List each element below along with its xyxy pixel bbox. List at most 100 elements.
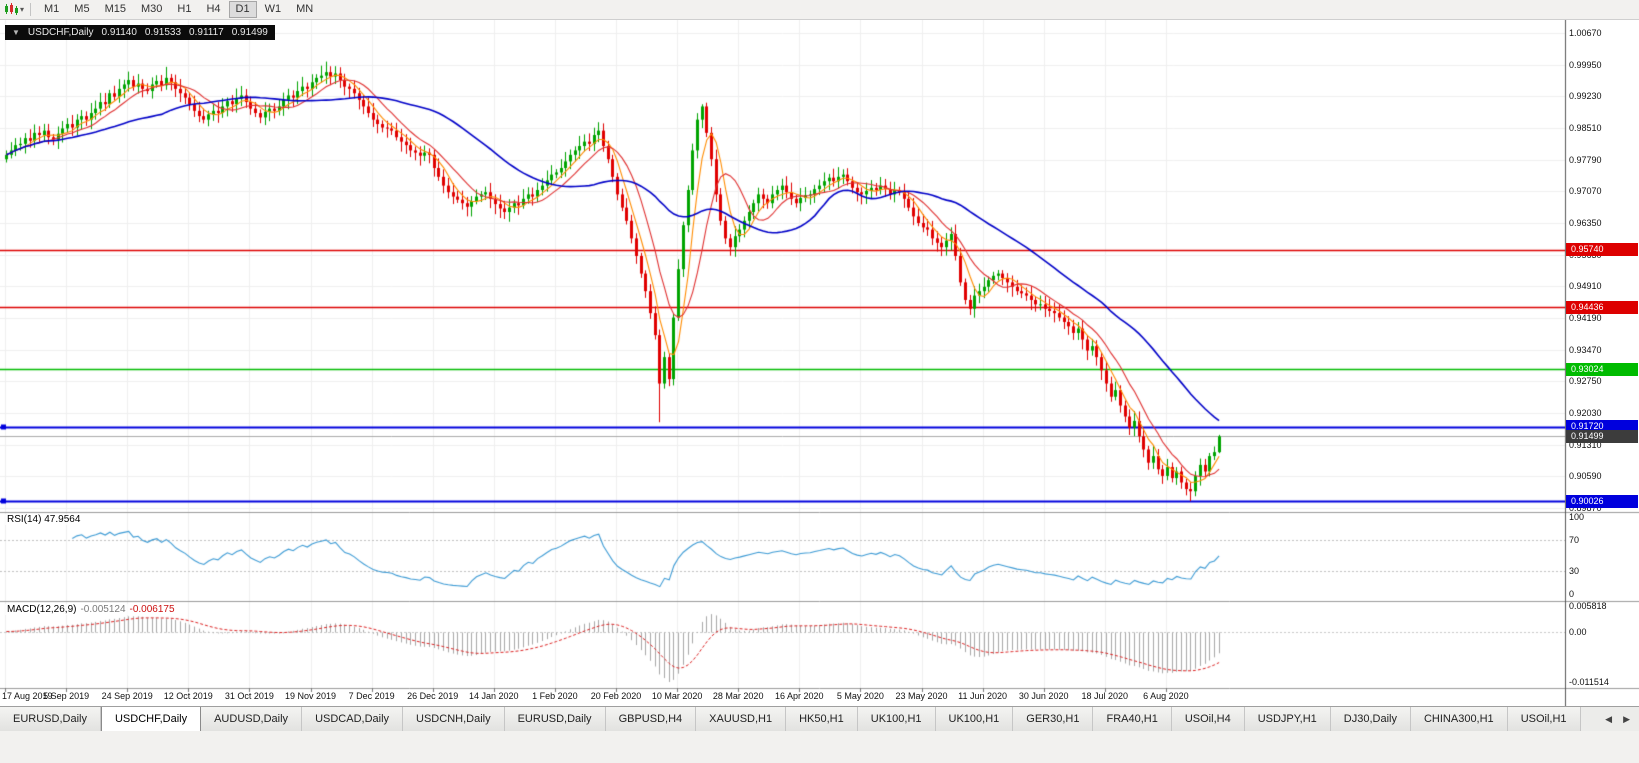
macd-pane-label: MACD(12,26,9) -0.005124 -0.006175 <box>5 604 177 615</box>
macd-title: MACD(12,26,9) <box>7 604 77 615</box>
timeframe-button-D1[interactable]: D1 <box>228 1 257 18</box>
rsi-pane-label: RSI(14) 47.9564 <box>5 514 83 525</box>
price-axis-label: 0.94910 <box>1569 281 1602 292</box>
chart-tab[interactable]: XAUUSD,H1 <box>696 707 787 731</box>
price-level-badge[interactable]: 0.95740 <box>1566 243 1638 257</box>
chart-tab[interactable]: AUDUSD,Daily <box>201 707 303 731</box>
price-axis-label: 0.98510 <box>1569 123 1602 133</box>
timeframe-button-M1[interactable]: M1 <box>44 3 60 15</box>
date-axis-label: 30 Jun 2020 <box>1018 691 1069 701</box>
price-axis-label: 0.92030 <box>1569 408 1602 418</box>
timeframe-button-H1[interactable]: H1 <box>177 3 192 15</box>
date-axis-label: 28 Mar 2020 <box>712 691 764 701</box>
rsi-axis-label: 0 <box>1569 589 1575 599</box>
macd-axis-label: 0.00 <box>1569 626 1587 637</box>
low-value: 0.91117 <box>189 27 224 38</box>
timeframe-toolbar: M1 M5 M15 M30 H1 H4 D1 W1 MN <box>37 1 320 18</box>
chart-tab[interactable]: USDCAD,Daily <box>302 707 404 731</box>
price-level-badge[interactable]: 0.93024 <box>1566 362 1638 376</box>
price-axis-label: 0.92750 <box>1569 376 1602 387</box>
chart-tab[interactable]: UK100,H1 <box>935 707 1014 731</box>
toolbar-separator <box>30 3 32 16</box>
date-axis-label: 5 Sep 2019 <box>43 691 90 701</box>
price-axis-label: 0.93470 <box>1569 344 1602 355</box>
date-axis-label: 7 Dec 2019 <box>348 691 395 701</box>
price-level-badge[interactable]: 0.90026 <box>1566 494 1638 508</box>
chart-tabs: EURUSD,Daily USDCHF,Daily AUDUSD,Daily USDC… <box>0 707 1596 731</box>
date-axis-label: 11 Jun 2020 <box>958 691 1008 701</box>
price-axis-label: 0.99950 <box>1569 59 1602 70</box>
rsi-axis-label: 100 <box>1569 512 1585 522</box>
timeframe-button-M15[interactable]: M15 <box>104 3 126 15</box>
date-axis-label: 12 Oct 2019 <box>163 691 213 701</box>
tab-scroll-left-button[interactable]: ◀ <box>1605 713 1613 724</box>
macd-axis-label: 0.005818 <box>1569 601 1607 611</box>
chart-type-dropdown-icon[interactable]: ▾ <box>20 5 25 14</box>
timeframe-button-M30[interactable]: M30 <box>140 3 163 15</box>
chart-tab[interactable]: DJ30,Daily <box>1330 707 1411 731</box>
timeframe-button-M5[interactable]: M5 <box>74 3 90 15</box>
date-axis-label: 20 Feb 2020 <box>590 691 642 701</box>
chart-area: ▼ USDCHF,Daily 0.91140 0.91533 0.91117 0… <box>0 20 1639 706</box>
timeframe-button-MN[interactable]: MN <box>296 3 314 15</box>
timeframe-button-W1[interactable]: W1 <box>264 3 282 15</box>
chart-tab[interactable]: USDCHF,Daily <box>100 707 202 731</box>
symbol-label: USDCHF,Daily <box>27 27 94 38</box>
chart-tab[interactable]: EURUSD,Daily <box>0 707 101 731</box>
date-axis-label: 24 Sep 2019 <box>101 691 153 701</box>
tab-scroll-right-button[interactable]: ▶ <box>1623 713 1630 724</box>
price-axis-label: 0.96350 <box>1569 218 1602 228</box>
top-toolbar: ▾ M1 M5 M15 M30 H1 H4 D1 W1 MN <box>0 0 1639 20</box>
date-axis-label: 6 Aug 2020 <box>1143 691 1189 701</box>
rsi-axis-label: 30 <box>1569 565 1580 576</box>
date-axis-label: 17 Aug 2019 <box>2 691 53 701</box>
date-axis-label: 19 Nov 2019 <box>284 691 337 701</box>
chart-tab[interactable]: CHINA300,H1 <box>1410 707 1508 731</box>
collapse-chart-icon[interactable]: ▼ <box>12 28 20 37</box>
date-axis-label: 14 Jan 2020 <box>469 691 519 701</box>
chart-tab[interactable]: GBPUSD,H4 <box>605 707 697 731</box>
price-axis-label: 0.99230 <box>1569 91 1602 102</box>
chart-tab[interactable]: USDJPY,H1 <box>1244 707 1331 731</box>
high-value: 0.91533 <box>144 27 182 38</box>
window-bottom-filler <box>0 731 1639 763</box>
price-chart-canvas[interactable] <box>0 20 1639 706</box>
chart-tab[interactable]: FRA40,H1 <box>1093 707 1172 731</box>
date-axis-label: 31 Oct 2019 <box>224 691 274 701</box>
price-axis-label: 0.89870 <box>1569 503 1602 513</box>
open-value: 0.91140 <box>101 27 137 38</box>
price-axis-label: 0.94190 <box>1569 313 1602 323</box>
rsi-axis-label: 70 <box>1569 535 1580 546</box>
rsi-value: 47.9564 <box>44 514 81 525</box>
chart-type-icon[interactable] <box>4 3 19 16</box>
date-axis-label: 18 Jul 2020 <box>1081 691 1129 701</box>
macd-main-value: -0.005124 <box>80 604 126 615</box>
chart-tab[interactable]: GER30,H1 <box>1013 707 1094 731</box>
price-axis-label: 0.91310 <box>1569 439 1602 450</box>
date-axis-label: 23 May 2020 <box>895 691 948 701</box>
date-axis-label: 1 Feb 2020 <box>532 691 578 701</box>
price-axis-label: 0.97790 <box>1569 154 1602 165</box>
chart-tab[interactable]: USDCNH,Daily <box>403 707 505 731</box>
macd-signal-value: -0.006175 <box>129 604 175 615</box>
chart-tab[interactable]: HK50,H1 <box>786 707 858 731</box>
chart-tab[interactable]: UK100,H1 <box>857 707 936 731</box>
symbol-ohlc-badge[interactable]: ▼ USDCHF,Daily 0.91140 0.91533 0.91117 0… <box>5 25 275 40</box>
chart-tab-bar: EURUSD,Daily USDCHF,Daily AUDUSD,Daily USDC… <box>0 706 1639 731</box>
chart-tab[interactable]: USOil,H1 <box>1507 707 1581 731</box>
close-value: 0.91499 <box>231 27 268 38</box>
date-axis-label: 16 Apr 2020 <box>775 691 824 701</box>
price-axis-label: 1.00670 <box>1569 28 1602 38</box>
macd-axis-label: -0.011514 <box>1569 677 1609 687</box>
price-level-badge[interactable]: 0.94436 <box>1566 300 1638 314</box>
chart-tab[interactable]: EURUSD,Daily <box>504 707 606 731</box>
current-price-badge: 0.91499 <box>1566 429 1638 443</box>
rsi-title: RSI(14) <box>7 514 42 525</box>
price-axis-label: 0.90590 <box>1569 471 1602 482</box>
tab-scroll-controls: ◀ ▶ <box>1596 707 1639 731</box>
chart-tab[interactable]: USOil,H4 <box>1171 707 1245 731</box>
date-axis-label: 26 Dec 2019 <box>407 691 459 701</box>
price-axis-label: 0.97070 <box>1569 186 1602 197</box>
timeframe-button-H4[interactable]: H4 <box>206 3 221 15</box>
